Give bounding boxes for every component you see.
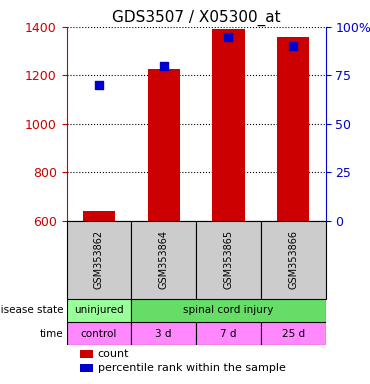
- FancyBboxPatch shape: [261, 322, 326, 345]
- FancyBboxPatch shape: [131, 322, 196, 345]
- FancyBboxPatch shape: [131, 299, 326, 322]
- Text: control: control: [81, 329, 117, 339]
- Bar: [80, 364, 92, 372]
- FancyBboxPatch shape: [196, 322, 261, 345]
- Bar: [80, 350, 92, 358]
- Text: spinal cord injury: spinal cord injury: [183, 305, 274, 315]
- Bar: [212, 29, 245, 221]
- FancyBboxPatch shape: [196, 221, 261, 299]
- Text: GSM353862: GSM353862: [94, 230, 104, 290]
- Text: count: count: [98, 349, 129, 359]
- Text: GSM353866: GSM353866: [288, 230, 298, 289]
- Text: GSM353864: GSM353864: [159, 230, 169, 289]
- Text: uninjured: uninjured: [74, 305, 124, 315]
- Title: GDS3507 / X05300_at: GDS3507 / X05300_at: [112, 9, 280, 25]
- Bar: [277, 36, 309, 221]
- FancyBboxPatch shape: [131, 221, 196, 299]
- FancyBboxPatch shape: [261, 221, 326, 299]
- Text: GSM353865: GSM353865: [223, 230, 233, 290]
- FancyBboxPatch shape: [67, 299, 131, 322]
- Text: disease state: disease state: [0, 305, 63, 315]
- Text: 7 d: 7 d: [220, 329, 237, 339]
- Text: time: time: [40, 329, 63, 339]
- Text: 25 d: 25 d: [282, 329, 305, 339]
- Point: [226, 33, 232, 40]
- FancyBboxPatch shape: [67, 322, 131, 345]
- Point: [290, 43, 296, 50]
- Bar: [148, 70, 180, 221]
- Bar: [83, 211, 115, 221]
- Point: [96, 82, 102, 88]
- Text: 3 d: 3 d: [155, 329, 172, 339]
- Text: percentile rank within the sample: percentile rank within the sample: [98, 363, 286, 373]
- FancyBboxPatch shape: [67, 221, 131, 299]
- Point: [161, 63, 167, 69]
